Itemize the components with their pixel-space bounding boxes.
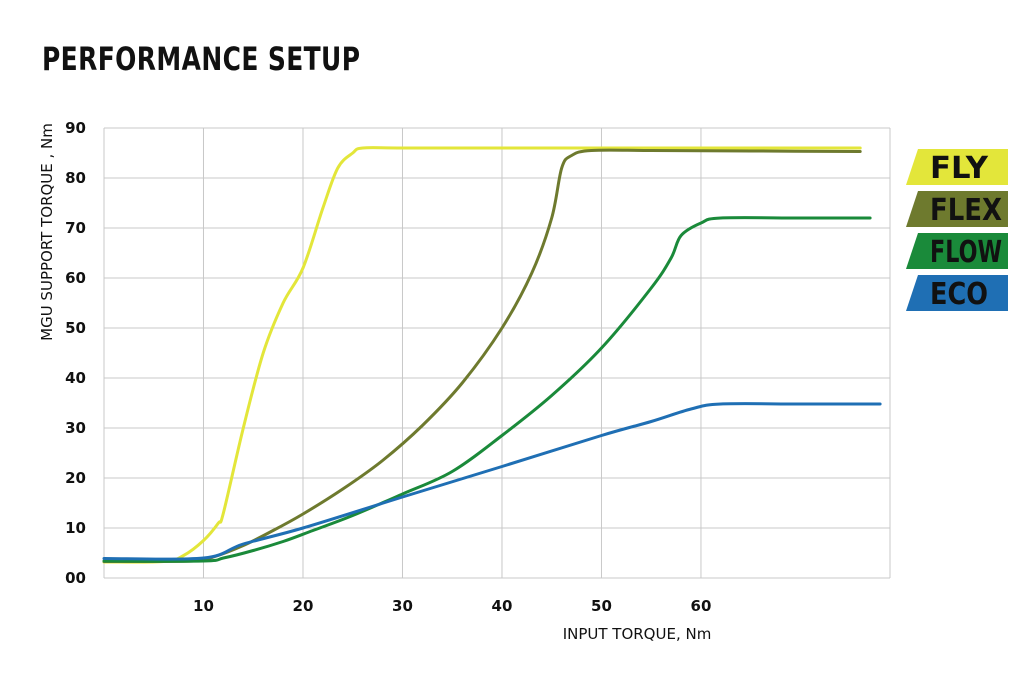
x-tick-label: 50 (591, 597, 612, 615)
x-tick-label: 10 (193, 597, 214, 615)
y-tick-label: 00 (65, 569, 86, 587)
legend-label: FLEX (930, 193, 1002, 228)
series-line-flex (102, 148, 862, 564)
y-axis-label: MGU SUPPORT TORQUE , Nm (38, 123, 56, 341)
y-tick-labels: 00 10 20 30 40 50 60 70 80 90 (65, 119, 86, 587)
x-tick-label: 20 (293, 597, 314, 615)
series-lines (102, 146, 882, 564)
series-line-flow (102, 216, 872, 563)
legend-label: FLOW (930, 235, 1002, 270)
y-tick-label: 90 (65, 119, 86, 137)
legend-swatch (906, 191, 1008, 227)
series-line-fly (102, 146, 862, 564)
y-tick-label: 40 (65, 369, 86, 387)
y-tick-label: 50 (65, 319, 86, 337)
y-tick-label: 10 (65, 519, 86, 537)
y-tick-label: 20 (65, 469, 86, 487)
legend: FLY FLEX FLOW ECO (906, 149, 1008, 312)
x-tick-label: 30 (392, 597, 413, 615)
legend-item-eco: ECO (906, 275, 1008, 312)
legend-label: ECO (930, 277, 988, 312)
y-tick-label: 60 (65, 269, 86, 287)
grid (103, 127, 891, 579)
y-tick-label: 80 (65, 169, 86, 187)
x-axis-label: INPUT TORQUE, Nm (563, 625, 712, 643)
y-tick-label: 30 (65, 419, 86, 437)
series-line-eco (102, 402, 882, 561)
x-tick-labels: 10 20 30 40 50 60 (193, 597, 711, 615)
legend-label: FLY (930, 151, 989, 186)
legend-swatch (906, 233, 1008, 269)
legend-swatch (906, 275, 1008, 311)
chart-title: PERFORMANCE SETUP (42, 40, 361, 78)
x-tick-label: 40 (492, 597, 513, 615)
legend-item-fly: FLY (906, 149, 1008, 186)
y-tick-label: 70 (65, 219, 86, 237)
x-tick-label: 60 (691, 597, 712, 615)
legend-item-flow: FLOW (906, 233, 1008, 270)
legend-swatch (906, 149, 1008, 185)
legend-item-flex: FLEX (906, 191, 1008, 228)
